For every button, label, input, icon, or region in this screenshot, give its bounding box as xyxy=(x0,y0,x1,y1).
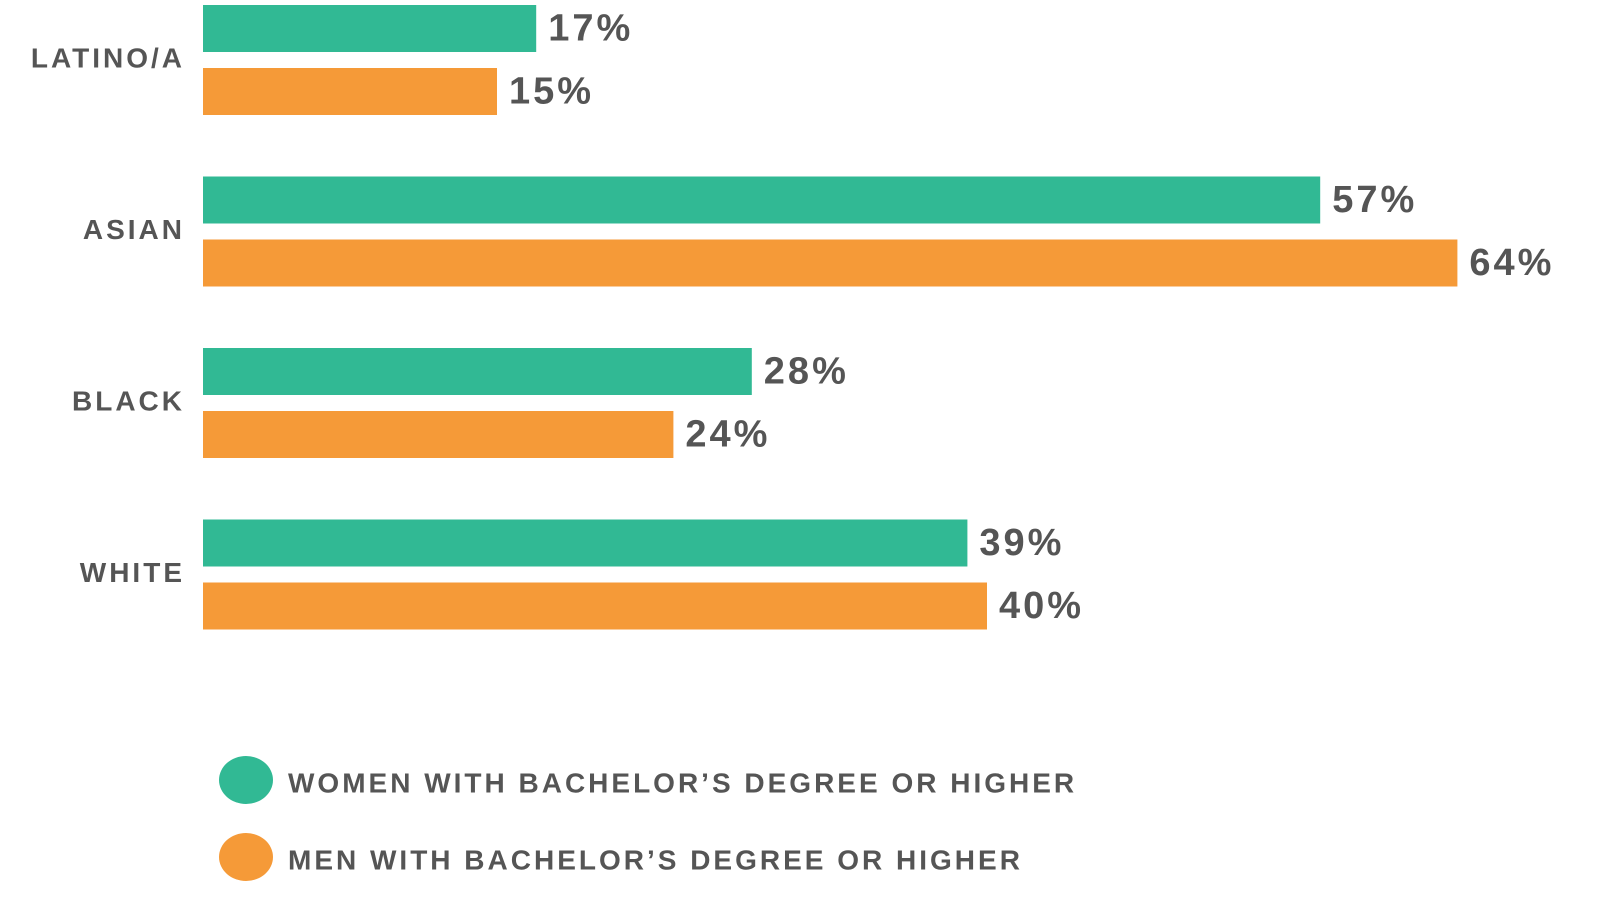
category-label: BLACK xyxy=(72,385,185,416)
bar xyxy=(203,519,968,567)
category-label: WHITE xyxy=(80,557,185,588)
value-label: 57% xyxy=(1332,179,1417,221)
bar xyxy=(203,348,752,395)
bar xyxy=(203,411,674,458)
value-label: 28% xyxy=(764,351,849,393)
value-label: 15% xyxy=(509,71,594,113)
bar xyxy=(203,68,497,115)
bar xyxy=(203,176,1321,224)
value-label: 40% xyxy=(999,585,1084,627)
category-label: LATINO/A xyxy=(31,42,185,73)
value-label: 64% xyxy=(1469,242,1554,284)
legend-label: MEN WITH BACHELOR’S DEGREE OR HIGHER xyxy=(288,844,1023,875)
legend-swatch xyxy=(219,756,273,804)
category-label: ASIAN xyxy=(83,214,185,245)
value-label: 39% xyxy=(979,522,1064,564)
legend-swatch xyxy=(219,833,273,881)
bar xyxy=(203,5,537,52)
bar xyxy=(203,239,1458,287)
value-label: 24% xyxy=(685,414,770,456)
legend-label: WOMEN WITH BACHELOR’S DEGREE OR HIGHER xyxy=(288,767,1077,798)
bar xyxy=(203,582,987,630)
value-label: 17% xyxy=(548,8,633,50)
